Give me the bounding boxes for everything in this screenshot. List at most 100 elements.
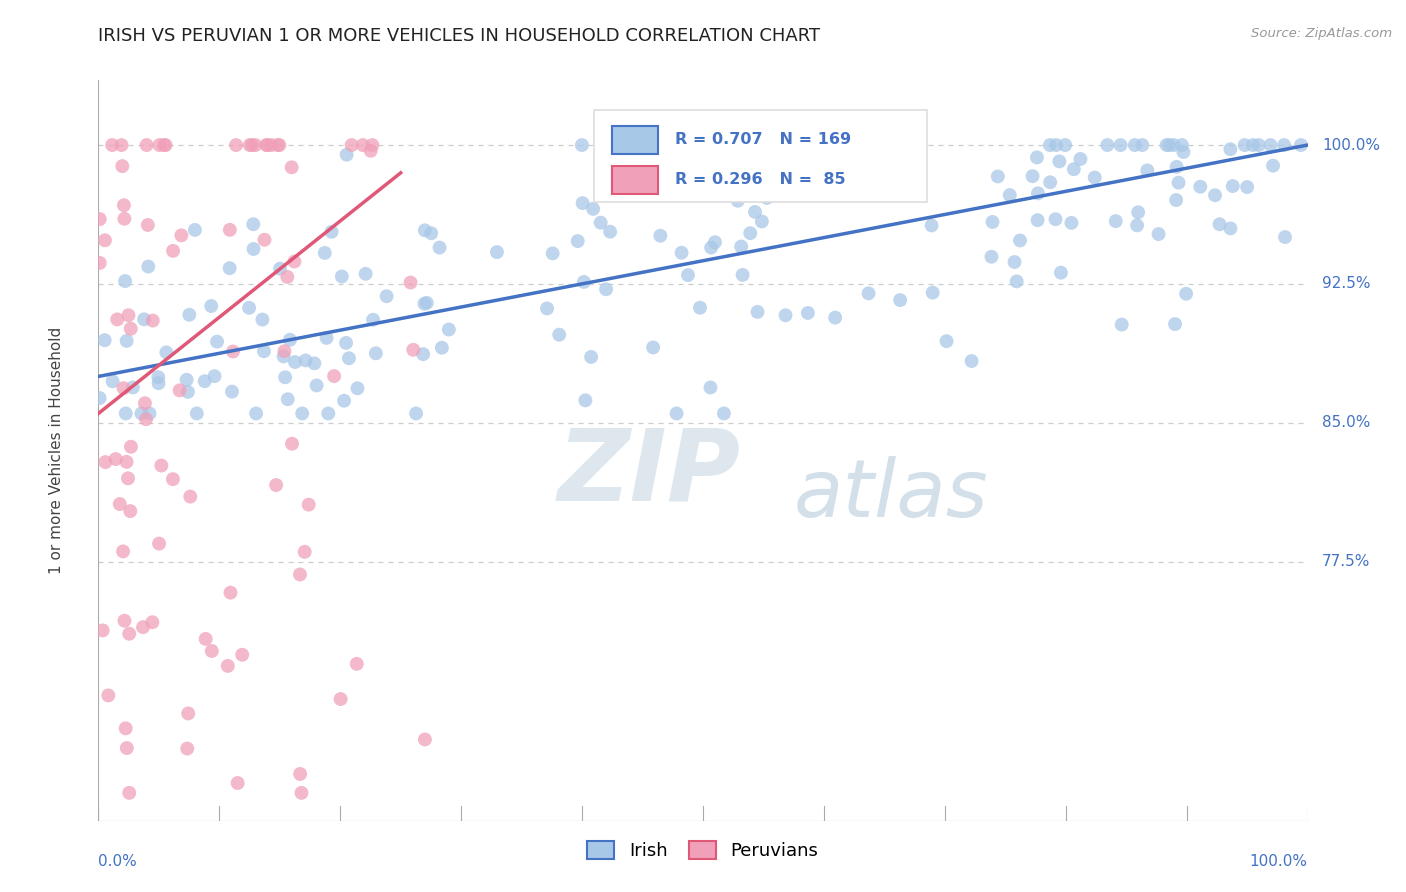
Point [184, 223, 207, 237]
Point [851, 157, 873, 171]
Point [288, 567, 311, 582]
Point [1272, 138, 1295, 153]
Point [731, 268, 754, 282]
Point [1060, 216, 1083, 230]
Point [138, 407, 160, 421]
Point [747, 305, 769, 319]
Point [115, 455, 138, 469]
Point [1105, 214, 1128, 228]
Point [921, 219, 943, 233]
Point [1166, 160, 1188, 174]
Point [744, 205, 766, 219]
Text: 92.5%: 92.5% [1322, 277, 1371, 292]
Point [118, 786, 141, 800]
Point [980, 250, 1002, 264]
Point [135, 138, 157, 153]
Point [148, 138, 170, 153]
Point [112, 381, 135, 395]
Point [548, 327, 571, 342]
Point [797, 306, 820, 320]
Point [1069, 152, 1091, 166]
Point [346, 657, 368, 671]
Point [1084, 170, 1107, 185]
Point [245, 407, 267, 421]
Point [1025, 150, 1047, 164]
Point [595, 282, 617, 296]
Point [112, 211, 135, 226]
Point [122, 380, 145, 394]
Point [905, 143, 928, 157]
Point [162, 472, 184, 486]
Point [114, 274, 136, 288]
Point [824, 310, 846, 325]
Text: R = 0.296   N =  85: R = 0.296 N = 85 [675, 172, 846, 187]
Point [194, 374, 217, 388]
Point [1005, 274, 1028, 288]
Point [97, 689, 120, 703]
Point [321, 225, 343, 239]
Point [1008, 234, 1031, 248]
Point [582, 202, 605, 216]
Point [93, 333, 115, 347]
Point [571, 138, 593, 153]
Point [1045, 212, 1067, 227]
Point [352, 138, 374, 153]
Point [1063, 162, 1085, 177]
Point [186, 407, 208, 421]
Point [101, 138, 124, 153]
Point [935, 334, 957, 348]
Point [120, 504, 142, 518]
Point [120, 440, 142, 454]
Point [179, 308, 201, 322]
Point [1175, 286, 1198, 301]
Point [1159, 138, 1181, 153]
Point [278, 333, 301, 347]
Point [101, 375, 124, 389]
Point [142, 313, 165, 327]
Point [1128, 205, 1150, 219]
Point [574, 393, 596, 408]
Point [335, 335, 357, 350]
Point [987, 169, 1010, 184]
Point [222, 344, 245, 359]
Point [730, 239, 752, 253]
Point [665, 407, 688, 421]
Point [284, 355, 307, 369]
Point [1039, 175, 1062, 189]
Point [239, 138, 262, 153]
Point [283, 254, 305, 268]
Point [1204, 188, 1226, 202]
Text: 0.0%: 0.0% [98, 854, 138, 869]
Point [572, 275, 595, 289]
Point [225, 138, 247, 153]
Point [148, 536, 170, 550]
Point [148, 376, 170, 391]
Point [330, 269, 353, 284]
Point [727, 194, 749, 208]
Point [1026, 186, 1049, 201]
Point [267, 138, 290, 153]
FancyBboxPatch shape [595, 110, 927, 202]
Point [200, 299, 222, 313]
Point [253, 233, 276, 247]
Point [294, 545, 316, 559]
Point [567, 234, 589, 248]
Point [176, 373, 198, 387]
Point [204, 369, 226, 384]
Point [606, 186, 628, 201]
Point [1039, 138, 1062, 153]
Point [1123, 138, 1146, 153]
Point [162, 244, 184, 258]
Point [108, 497, 131, 511]
Point [114, 614, 136, 628]
Point [260, 138, 283, 153]
Point [194, 632, 217, 646]
Text: 77.5%: 77.5% [1322, 554, 1371, 569]
Text: 100.0%: 100.0% [1322, 137, 1381, 153]
Point [132, 620, 155, 634]
Point [105, 312, 128, 326]
Point [1289, 138, 1312, 153]
Point [242, 242, 264, 256]
Point [1171, 138, 1194, 153]
Point [305, 378, 328, 392]
